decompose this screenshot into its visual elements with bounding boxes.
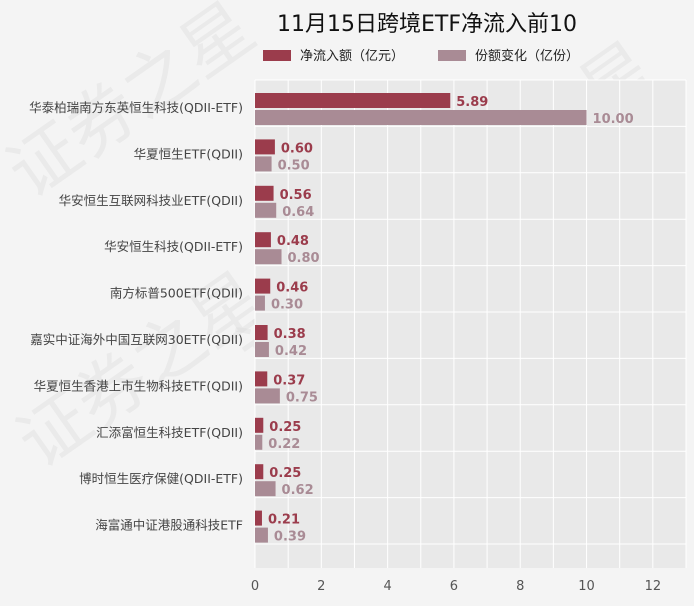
- category-label: 嘉实中证海外中国互联网30ETF(QDII): [30, 332, 243, 347]
- bar-net-inflow: [255, 325, 268, 340]
- data-label-net-inflow: 0.25: [269, 420, 301, 435]
- gridlines: [254, 79, 687, 568]
- bar-net-inflow: [255, 510, 262, 526]
- data-label-net-inflow: 0.48: [277, 234, 309, 249]
- category-labels: 华泰柏瑞南方东英恒生科技(QDII-ETF) 华夏恒生ETF(QDII) 华安恒生互…: [29, 100, 243, 533]
- data-label-share-change: 0.62: [282, 483, 314, 498]
- bar-share-change: [255, 202, 277, 218]
- category-label: 南方标普500ETF(QDII): [110, 286, 243, 301]
- data-label-net-inflow: 0.37: [273, 373, 305, 388]
- bar-share-change: [255, 434, 263, 450]
- bar-share-change: [255, 527, 268, 543]
- legend-label-2: 份额变化（亿份）: [475, 48, 579, 64]
- data-label-share-change: 0.22: [268, 437, 300, 452]
- data-label-share-change: 0.42: [275, 344, 307, 359]
- x-tick-label: 8: [516, 579, 524, 594]
- category-label: 华夏恒生香港上市生物科技ETF(QDII): [34, 378, 243, 393]
- bar-share-change: [255, 156, 272, 172]
- data-label-share-change: 0.80: [288, 251, 320, 266]
- legend: 净流入额（亿元） 份额变化（亿份）: [263, 48, 579, 64]
- data-label-share-change: 0.64: [282, 205, 314, 220]
- category-label: 海富通中证港股通科技ETF: [95, 518, 243, 533]
- bar-share-change: [255, 388, 280, 404]
- x-tick-label: 6: [450, 579, 458, 594]
- category-label: 华夏恒生ETF(QDII): [134, 146, 243, 161]
- category-label: 华安恒生互联网科技业ETF(QDII): [59, 193, 243, 208]
- bar-net-inflow: [255, 417, 264, 433]
- data-label-net-inflow: 0.38: [274, 327, 306, 342]
- bar-net-inflow: [255, 232, 271, 248]
- data-label-share-change: 0.30: [271, 298, 303, 313]
- legend-swatch-2: [438, 50, 466, 61]
- bar-net-inflow: [255, 464, 264, 480]
- category-label: 华泰柏瑞南方东英恒生科技(QDII-ETF): [29, 100, 243, 115]
- bar-net-inflow: [255, 371, 268, 387]
- category-label: 博时恒生医疗保健(QDII-ETF): [79, 471, 243, 486]
- bar-net-inflow: [255, 93, 451, 108]
- bar-share-change: [255, 295, 265, 311]
- chart-title: 11月15日跨境ETF净流入前10: [277, 12, 577, 37]
- plot-area: [255, 80, 686, 568]
- bars: [255, 93, 587, 543]
- legend-label-1: 净流入额（亿元）: [300, 49, 404, 64]
- legend-swatch-1: [263, 50, 291, 61]
- data-label-net-inflow: 0.21: [268, 513, 300, 528]
- bar-share-change: [255, 249, 282, 265]
- data-labels: 5.89 10.00 0.60 0.50 0.56 0.64 0.48 0.80 0.46 0.3…: [268, 95, 634, 545]
- data-label-net-inflow: 0.56: [280, 188, 312, 203]
- x-tick-label: 4: [383, 579, 391, 594]
- bar-net-inflow: [255, 185, 274, 201]
- bar-net-inflow: [255, 139, 275, 155]
- data-label-net-inflow: 0.25: [269, 466, 301, 481]
- data-label-share-change: 0.39: [274, 530, 306, 545]
- x-tick-label: 12: [645, 579, 662, 594]
- bar-share-change: [255, 481, 276, 497]
- data-label-share-change: 0.50: [278, 158, 310, 173]
- category-label: 汇添富恒生科技ETF(QDII): [96, 425, 243, 440]
- data-label-net-inflow: 5.89: [456, 95, 488, 110]
- bar-share-change: [255, 110, 587, 125]
- x-tick-labels: 0 2 4 6 8 10 12: [251, 579, 661, 594]
- data-label-share-change: 0.75: [286, 390, 318, 405]
- x-tick-label: 0: [251, 579, 259, 594]
- x-tick-label: 10: [578, 579, 595, 594]
- x-tick-label: 2: [317, 579, 325, 594]
- data-label-share-change: 10.00: [593, 112, 634, 127]
- bar-net-inflow: [255, 278, 271, 294]
- data-label-net-inflow: 0.46: [276, 281, 308, 296]
- category-label: 华安恒生科技(QDII-ETF): [104, 239, 243, 254]
- bar-share-change: [255, 342, 269, 357]
- data-label-net-inflow: 0.60: [281, 141, 313, 156]
